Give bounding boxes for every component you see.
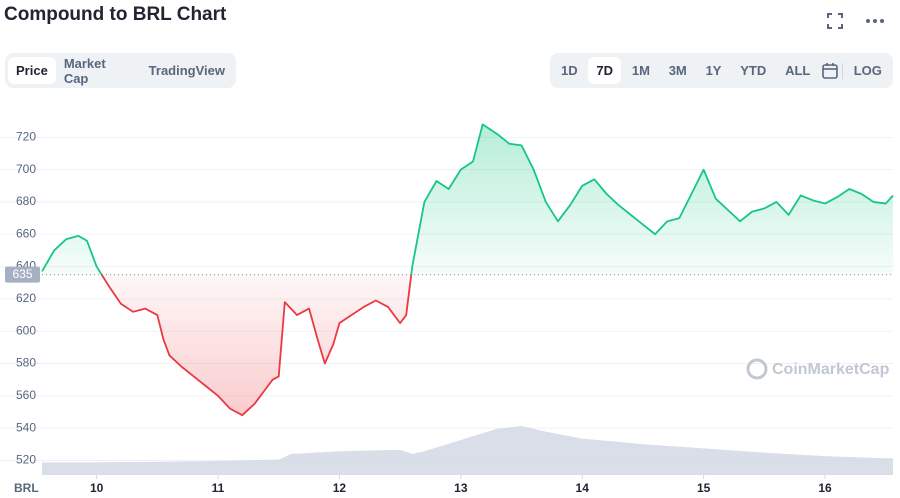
button[interactable]: 1D [561,63,578,78]
button[interactable]: 1M [631,63,650,78]
currency-label: BRL [14,481,39,495]
button[interactable]: 3M [668,63,687,78]
y-tick-label: 660 [16,226,36,240]
x-tick-label: 11 [212,481,225,495]
calendar-icon[interactable] [821,62,839,80]
y-tick-label: 680 [16,194,36,208]
y-tick-label: 600 [16,323,36,337]
separator [841,62,843,79]
y-tick-label: 700 [16,162,36,176]
x-tick-label: 14 [576,481,590,495]
button[interactable]: 1Y [705,63,722,78]
x-tick-label: 12 [333,481,347,495]
y-tick-label: 720 [16,129,36,143]
button[interactable]: Price [8,57,56,84]
button[interactable]: ALL [785,63,811,78]
button[interactable]: YTD [740,63,767,78]
watermark: CoinMarketCap [772,361,890,378]
y-tick-label: 520 [16,453,36,467]
y-tick-label: 560 [16,388,36,402]
price-area [42,124,893,416]
y-tick-label: 540 [16,420,36,434]
baseline-box [5,266,40,283]
button[interactable]: LOG [853,63,882,78]
button[interactable]: Market Cap [63,55,106,86]
volume-area [42,426,893,475]
x-tick-label: 16 [818,481,832,495]
button[interactable]: TradingView [148,63,225,78]
chart-title: Compound to BRL Chart [4,4,227,25]
x-tick-label: 10 [90,481,104,495]
y-tick-label: 580 [16,356,36,370]
fullscreen-icon[interactable] [826,12,844,30]
price-line [41,123,894,417]
tab-group: Price Market Cap TradingView [5,53,236,88]
y-tick-label: 620 [16,291,36,305]
x-tick-label: 15 [697,481,711,495]
button[interactable]: 7D [588,57,622,84]
watermark-logo [746,358,768,380]
x-tick-label: 13 [454,481,468,495]
baseline-label: 635 [12,267,32,281]
more-icon[interactable] [864,12,886,30]
range-group: 1D 7D 1M 3M 1Y YTD ALL LOG [550,53,893,88]
